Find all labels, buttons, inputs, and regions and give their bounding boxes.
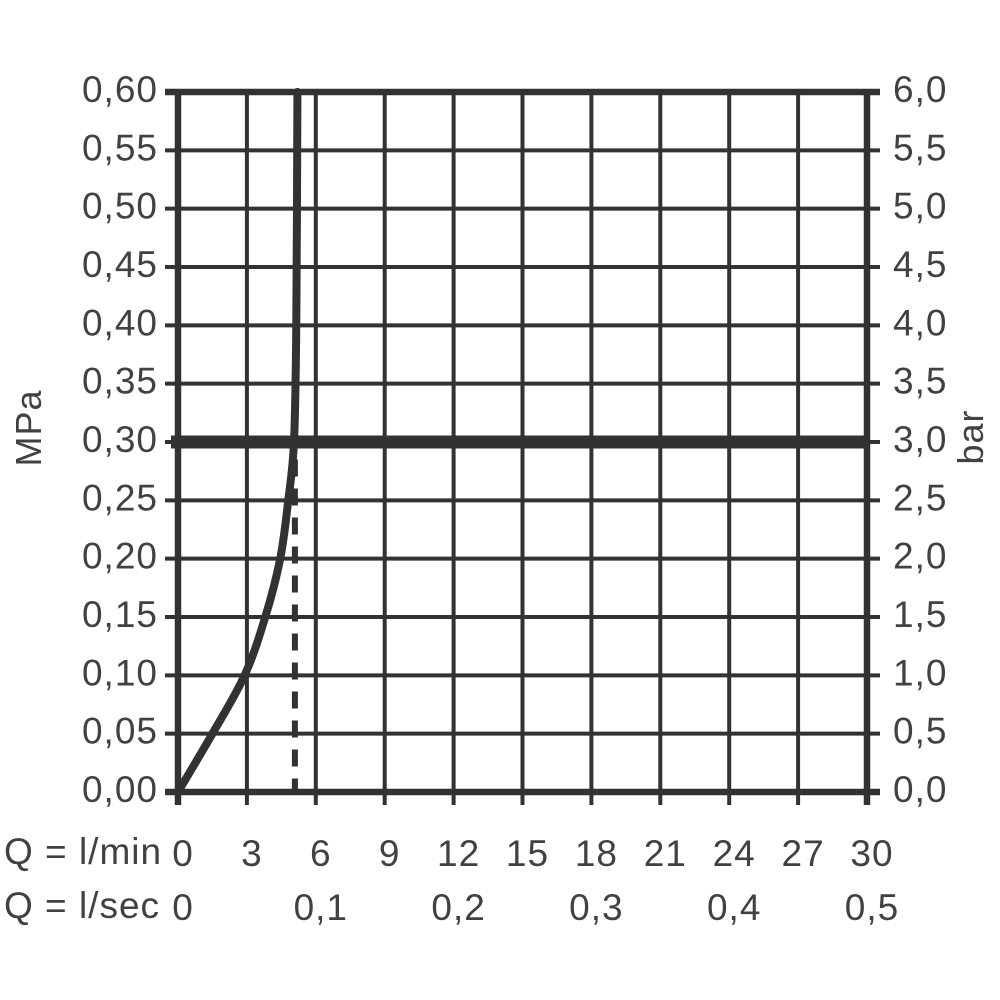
y-right-tick-label: 2,0 [893, 536, 947, 577]
y-left-tick-label: 0,00 [82, 769, 158, 810]
x-lmin-tick-label: 30 [850, 833, 893, 874]
y-left-tick-label: 0,30 [82, 419, 158, 460]
y-left-tick-label: 0,25 [82, 477, 158, 518]
y-right-tick-label: 4,0 [893, 302, 947, 343]
y-right-tick-label: 3,5 [893, 361, 947, 402]
x-lmin-tick-label: 12 [437, 833, 480, 874]
x-lmin-tick-label: 9 [379, 833, 401, 874]
y-right-tick-label: 5,5 [893, 127, 947, 168]
x-lmin-tick-label: 6 [310, 833, 332, 874]
y-left-tick-label: 0,15 [82, 594, 158, 635]
y-axis-right-unit-label: bar [950, 409, 991, 465]
x-lsec-tick-label: 0,4 [707, 887, 761, 928]
x-axis-lmin-row-title: Q = l/min [4, 831, 163, 872]
y-left-tick-label: 0,20 [82, 536, 158, 577]
x-lmin-tick-label: 24 [713, 833, 756, 874]
x-lsec-tick-label: 0,5 [845, 887, 899, 928]
y-right-tick-label: 0,5 [893, 711, 947, 752]
x-lmin-tick-label: 18 [575, 833, 618, 874]
y-left-tick-label: 0,35 [82, 361, 158, 402]
y-left-tick-label: 0,50 [82, 186, 158, 227]
flow-pressure-curve [174, 88, 302, 796]
y-left-tick-label: 0,55 [82, 127, 158, 168]
y-right-tick-label: 4,5 [893, 244, 947, 285]
y-right-tick-label: 5,0 [893, 186, 947, 227]
y-right-tick-label: 0,0 [893, 769, 947, 810]
x-lsec-tick-label: 0,1 [294, 887, 348, 928]
y-left-tick-label: 0,60 [82, 69, 158, 110]
y-axis-left-unit-label: MPa [8, 389, 49, 467]
y-right-tick-label: 2,5 [893, 477, 947, 518]
x-lmin-tick-label: 3 [241, 833, 263, 874]
y-left-tick-label: 0,05 [82, 711, 158, 752]
y-left-tick-label: 0,40 [82, 302, 158, 343]
x-lmin-tick-label: 27 [782, 833, 825, 874]
y-left-tick-label: 0,10 [82, 652, 158, 693]
y-right-tick-label: 3,0 [893, 419, 947, 460]
y-left-tick-label: 0,45 [82, 244, 158, 285]
x-lsec-tick-label: 0,2 [431, 887, 485, 928]
x-axis-lsec-row-title: Q = l/sec [4, 885, 161, 926]
y-right-tick-label: 1,5 [893, 594, 947, 635]
x-lmin-tick-label: 15 [506, 833, 549, 874]
x-lsec-tick-label: 0,3 [569, 887, 623, 928]
y-right-tick-label: 6,0 [893, 69, 947, 110]
x-lsec-tick-label: 0 [172, 887, 194, 928]
x-lmin-tick-label: 0 [172, 833, 194, 874]
y-right-tick-label: 1,0 [893, 652, 947, 693]
x-lmin-tick-label: 21 [644, 833, 687, 874]
